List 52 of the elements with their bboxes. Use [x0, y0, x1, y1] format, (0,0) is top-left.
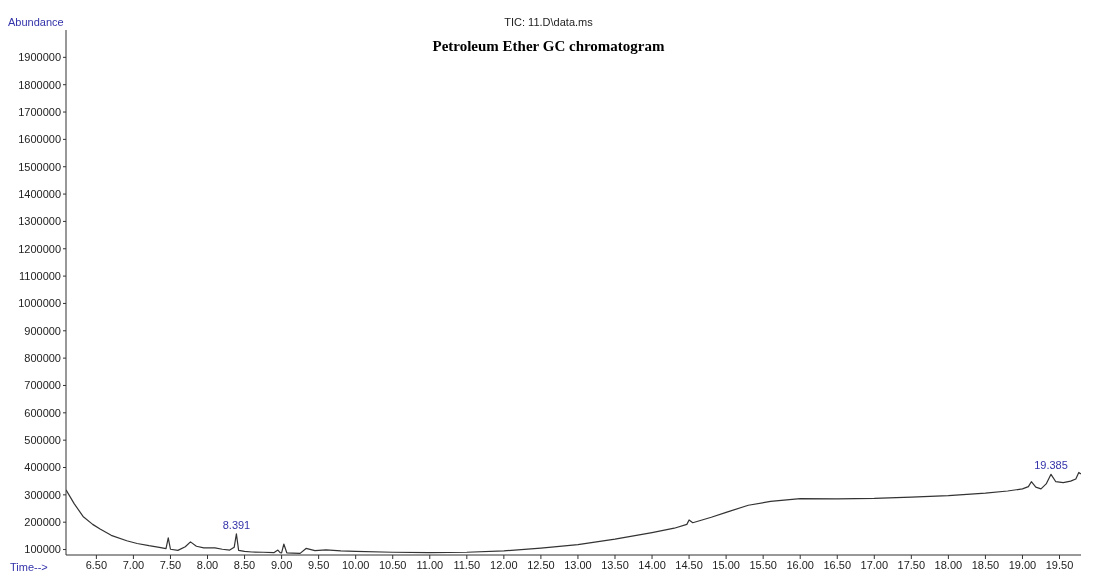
- x-tick-label: 8.50: [233, 558, 256, 571]
- x-tick-label: 12.00: [490, 558, 518, 571]
- y-tick-label: 1000000: [18, 297, 61, 310]
- annotation: 19.385: [1034, 459, 1068, 472]
- x-tick-label: 18.50: [971, 558, 1000, 571]
- chart-subtitle: TIC: 11.D\data.ms: [504, 16, 593, 28]
- x-tick-label: 6.50: [85, 558, 108, 571]
- y-tick-label: 1400000: [18, 187, 61, 200]
- annotation: 8.391: [222, 518, 251, 531]
- x-tick-label: 17.00: [860, 558, 889, 571]
- y-tick-label: 1700000: [18, 105, 61, 118]
- x-tick-label: 7.50: [159, 558, 182, 571]
- y-tick-label: 1200000: [18, 242, 61, 255]
- y-tick-label: 400000: [24, 461, 61, 474]
- x-axis-title: Time-->: [10, 561, 48, 573]
- y-tick-label: 1300000: [18, 215, 61, 228]
- y-tick-label: 900000: [24, 324, 61, 337]
- text: Petroleum Ether GC chromatogram: [432, 38, 665, 54]
- y-tick-label: 500000: [24, 434, 61, 447]
- y-tick-label: 1100000: [18, 270, 61, 282]
- y-tick-label: 1500000: [18, 160, 61, 173]
- y-tick-label: 800000: [24, 352, 61, 365]
- y-tick-label: 1800000: [18, 78, 61, 91]
- x-tick-label: 9.00: [270, 558, 293, 571]
- y-tick-label: 1900000: [18, 51, 61, 64]
- x-tick-label: 14.00: [638, 558, 666, 571]
- x-tick-label: 11.50: [453, 558, 481, 571]
- y-tick-label: 700000: [24, 379, 61, 392]
- y-tick-label: 100000: [24, 543, 61, 556]
- x-tick-label: 9.50: [307, 558, 330, 571]
- x-tick-label: 13.50: [601, 558, 629, 571]
- x-tick-label: 10.00: [341, 558, 370, 571]
- x-tick-label: 15.50: [749, 558, 777, 571]
- y-tick-label: 300000: [24, 488, 61, 501]
- x-tick-label: 7.00: [122, 558, 145, 571]
- x-tick-label: 11.00: [416, 558, 444, 571]
- y-tick-label: 200000: [24, 516, 61, 529]
- x-tick-label: 12.50: [527, 558, 555, 571]
- x-tick-label: 19.50: [1045, 558, 1074, 571]
- x-tick-label: 10.50: [378, 558, 407, 571]
- y-axis-title: Abundance: [8, 16, 64, 28]
- x-tick-label: 17.50: [897, 558, 926, 571]
- x-tick-label: 8.00: [196, 558, 219, 571]
- y-tick-label: 600000: [24, 406, 61, 419]
- x-tick-label: 18.00: [934, 558, 963, 571]
- x-tick-label: 19.00: [1008, 558, 1037, 571]
- x-tick-label: 16.00: [786, 558, 814, 571]
- y-tick-label: 1600000: [18, 133, 61, 146]
- x-tick-label: 14.50: [675, 558, 703, 571]
- x-tick-label: 13.00: [564, 558, 592, 571]
- x-tick-label: 15.00: [712, 558, 740, 571]
- x-tick-label: 16.50: [823, 558, 852, 571]
